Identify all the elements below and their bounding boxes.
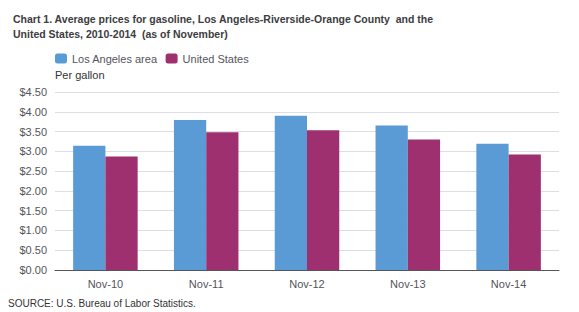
svg-text:$1.00: $1.00 (19, 224, 47, 236)
svg-text:$0.50: $0.50 (19, 244, 47, 256)
svg-text:Nov-11: Nov-11 (189, 278, 224, 290)
svg-text:$1.50: $1.50 (19, 205, 47, 217)
svg-text:$3.00: $3.00 (19, 145, 47, 157)
svg-text:Nov-14: Nov-14 (491, 278, 526, 290)
svg-text:$4.00: $4.00 (19, 106, 47, 118)
svg-text:United States: United States (183, 53, 250, 65)
svg-text:SOURCE: U.S. Bureau of Labor S: SOURCE: U.S. Bureau of Labor Statistics. (8, 298, 196, 309)
svg-text:Chart 1. Average prices for ga: Chart 1. Average prices for gasoline, Lo… (13, 13, 433, 25)
svg-text:Nov-13: Nov-13 (390, 278, 425, 290)
svg-text:Los Angeles area: Los Angeles area (72, 53, 158, 65)
svg-text:$2.00: $2.00 (19, 185, 47, 197)
svg-text:$0.00: $0.00 (19, 264, 47, 276)
svg-text:United States, 2010-2014 (as: United States, 2010-2014 (as of November… (13, 28, 228, 40)
svg-text:Nov-10: Nov-10 (88, 278, 123, 290)
svg-text:Per gallon: Per gallon (55, 69, 105, 81)
svg-text:$4.50: $4.50 (19, 86, 47, 98)
svg-text:Nov-12: Nov-12 (289, 278, 324, 290)
svg-text:$3.50: $3.50 (19, 126, 47, 138)
svg-text:$2.50: $2.50 (19, 165, 47, 177)
